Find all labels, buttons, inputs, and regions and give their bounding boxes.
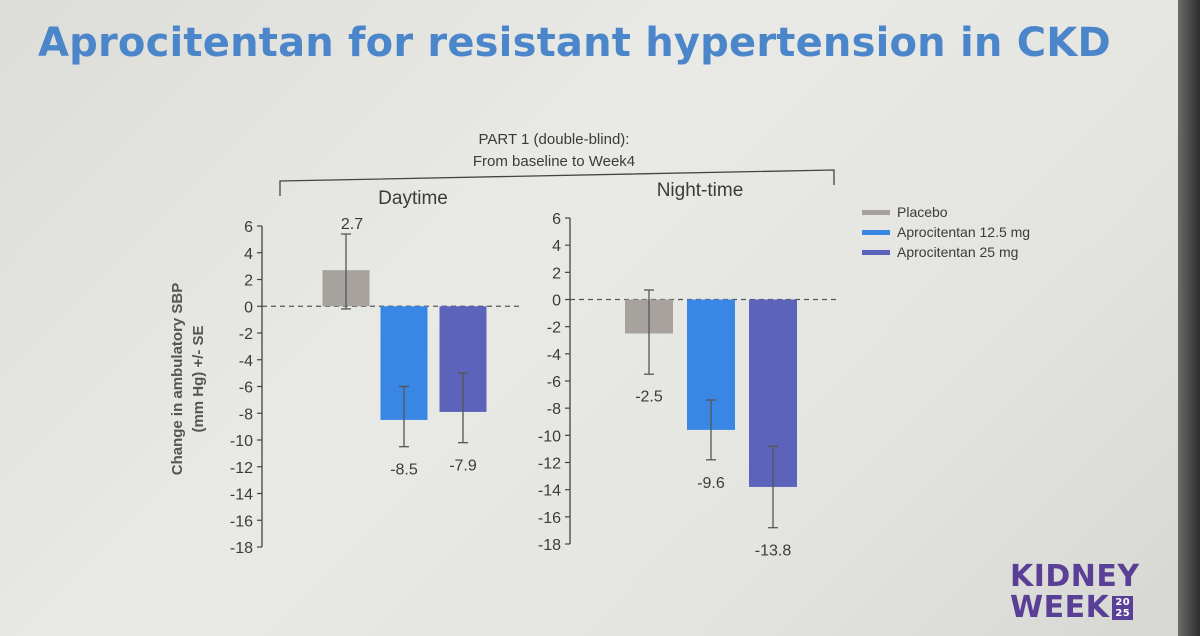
- y-tick-label: -10: [230, 433, 253, 450]
- y-tick-label: 2: [552, 265, 561, 282]
- data-label: -7.9: [449, 458, 477, 475]
- y-tick-label: -18: [538, 537, 561, 554]
- data-label: -9.6: [697, 475, 725, 492]
- y-axis-label-line2: (mm Hg) +/- SE: [190, 325, 207, 432]
- y-tick-label: -8: [239, 406, 253, 423]
- data-label: -8.5: [390, 462, 418, 479]
- y-tick-label: 6: [552, 211, 561, 228]
- data-label: -2.5: [635, 388, 663, 405]
- y-tick-label: 0: [244, 299, 253, 316]
- y-tick-label: -12: [230, 460, 253, 477]
- legend-swatch-3: [862, 250, 890, 255]
- y-tick-label: -16: [230, 513, 253, 530]
- y-tick-label: 0: [552, 293, 561, 310]
- y-tick-label: 4: [244, 246, 253, 263]
- y-tick-label: -10: [538, 428, 561, 445]
- data-label: 2.7: [341, 216, 363, 233]
- y-tick-label: -4: [239, 353, 253, 370]
- y-tick-label: -6: [547, 374, 561, 391]
- y-tick-label: -18: [230, 540, 253, 557]
- panel-title-2: Night-time: [657, 180, 744, 201]
- y-tick-label: -16: [538, 510, 561, 527]
- y-tick-label: 6: [244, 219, 253, 236]
- y-tick-label: -6: [239, 380, 253, 397]
- panel-title-1: Daytime: [378, 188, 448, 209]
- y-tick-label: 2: [244, 273, 253, 290]
- legend-swatch-1: [862, 210, 890, 215]
- chart-header-line1: PART 1 (double-blind):: [479, 131, 630, 148]
- screen-edge: [1178, 0, 1200, 636]
- y-tick-label: 4: [552, 238, 561, 255]
- legend-label-3: Aprocitentan 25 mg: [897, 244, 1018, 260]
- data-label: -13.8: [755, 543, 792, 560]
- y-axis-label-line1: Change in ambulatory SBP: [169, 283, 186, 476]
- slide-title: Aprocitentan for resistant hypertension …: [38, 20, 1111, 66]
- y-tick-label: -14: [230, 487, 253, 504]
- y-tick-label: -2: [547, 320, 561, 337]
- legend-label-2: Aprocitentan 12.5 mg: [897, 224, 1030, 240]
- y-tick-label: -2: [239, 326, 253, 343]
- legend-label-1: Placebo: [897, 204, 948, 220]
- y-tick-label: -4: [547, 347, 561, 364]
- chart-header-bracket: [279, 169, 835, 196]
- kidney-week-logo: KIDNEY WEEK 20 25: [1010, 559, 1140, 625]
- chart-header-line2: From baseline to Week4: [473, 153, 635, 170]
- y-tick-label: -8: [547, 401, 561, 418]
- y-tick-label: -14: [538, 483, 561, 500]
- y-tick-label: -12: [538, 456, 561, 473]
- legend-swatch-2: [862, 230, 890, 235]
